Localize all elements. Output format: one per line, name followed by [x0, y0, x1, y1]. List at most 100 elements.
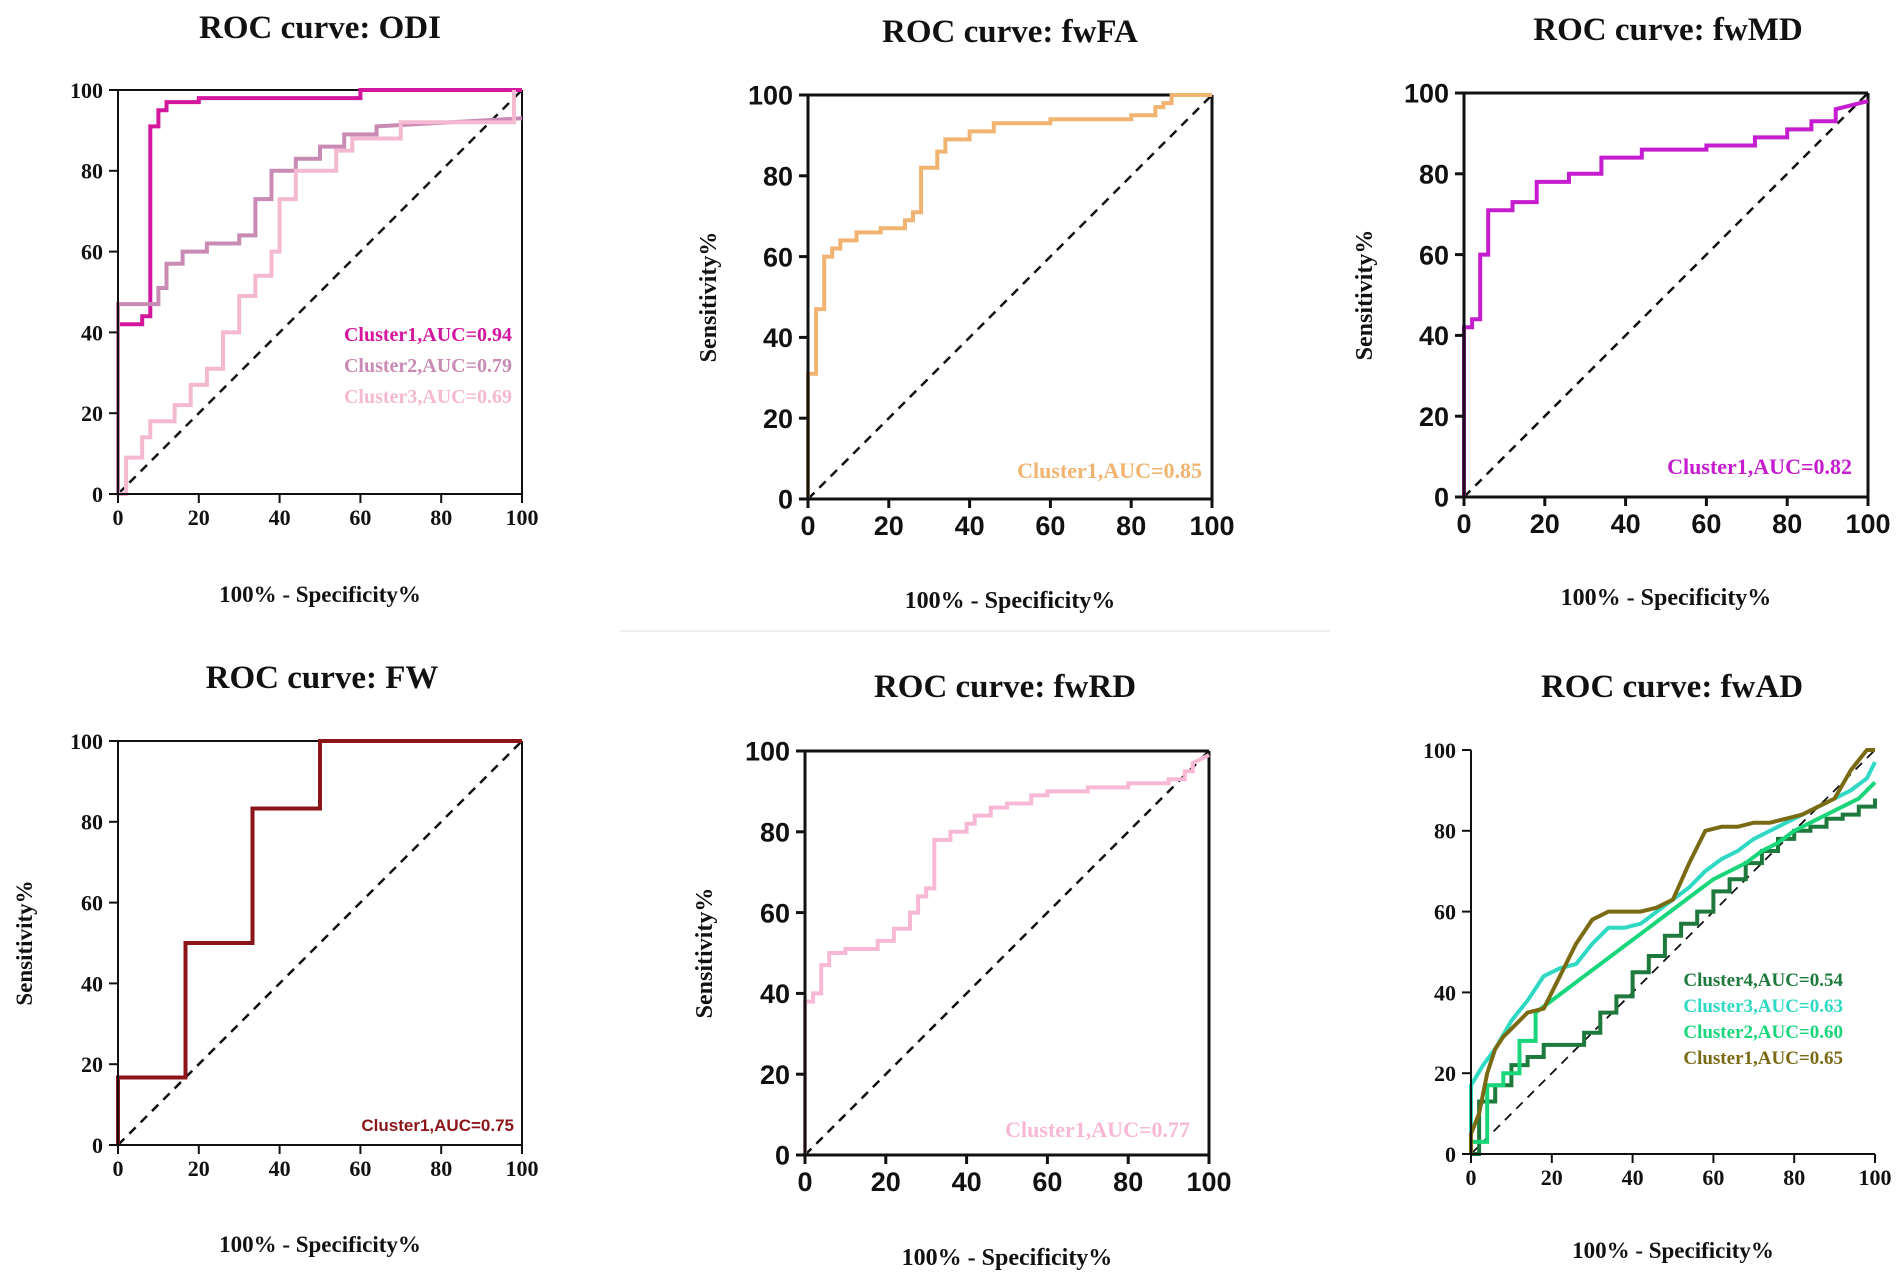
y-axis-label: Sensitivity%: [1352, 230, 1378, 361]
chart-fwad: ROC curve: fwAD 0 20 40 60 80 100 0 20 40 60 80 100 1…: [1423, 669, 1892, 1263]
y-tick-label: 20: [1419, 402, 1449, 432]
legend-entry-2: Cluster2,AUC=0.79: [344, 355, 512, 377]
x-axis-label: 100% - Specificity%: [1572, 1238, 1774, 1263]
x-tick-label: 60: [1702, 1165, 1724, 1190]
y-tick-label: 60: [1434, 900, 1456, 925]
x-tick-label: 100: [1859, 1165, 1892, 1190]
legend-entry-3: Cluster3,AUC=0.69: [344, 386, 512, 408]
y-tick-label: 100: [1404, 79, 1449, 109]
x-tick-label: 20: [874, 511, 904, 541]
x-tick-label: 0: [113, 1156, 124, 1181]
x-tick-label: 80: [430, 505, 452, 530]
legend-entry-1: Cluster4,AUC=0.54: [1683, 970, 1843, 991]
y-tick-label: 0: [92, 1133, 103, 1158]
chart-title: ROC curve: fwRD: [874, 669, 1136, 705]
y-axis-label: Sensitivity%: [12, 880, 37, 1005]
y-tick-label: 100: [70, 729, 103, 754]
x-tick-label: 100: [506, 505, 539, 530]
y-tick-label: 100: [1423, 738, 1456, 763]
y-tick-label: 20: [763, 404, 793, 434]
x-tick-label: 0: [1456, 509, 1471, 539]
reference-diagonal: [804, 750, 1210, 1156]
y-tick-label: 80: [81, 810, 103, 835]
x-tick-label: 60: [349, 505, 371, 530]
y-tick-label: 60: [81, 891, 103, 916]
y-axis-label: Sensitivity%: [692, 888, 718, 1019]
y-tick-label: 60: [1419, 240, 1449, 270]
x-tick-label: 80: [1116, 511, 1146, 541]
x-tick-label: 80: [1783, 1165, 1805, 1190]
y-tick-label: 20: [760, 1060, 790, 1090]
legend-entry-1: Cluster1,AUC=0.94: [344, 324, 512, 346]
x-tick-label: 20: [871, 1167, 901, 1197]
x-tick-label: 20: [1530, 509, 1560, 539]
y-tick-label: 60: [760, 898, 790, 928]
x-axis-label: 100% - Specificity%: [902, 1245, 1113, 1271]
roc-series-line-3: [118, 90, 516, 496]
y-tick-label: 0: [778, 485, 793, 515]
roc-series-line-2: [116, 116, 523, 494]
x-tick-label: 0: [797, 1167, 812, 1197]
y-tick-label: 0: [92, 482, 103, 507]
y-tick-label: 40: [760, 979, 790, 1009]
chart-title: ROC curve: fwMD: [1533, 12, 1802, 48]
y-tick-label: 80: [760, 818, 790, 848]
legend-entry-1: Cluster1,AUC=0.77: [1005, 1117, 1190, 1142]
y-axis-label: Sensitivity%: [696, 232, 722, 363]
x-tick-label: 100: [1845, 509, 1890, 539]
y-tick-label: 80: [1419, 160, 1449, 190]
roc-series-line-1: [806, 93, 1212, 499]
x-tick-label: 0: [113, 505, 124, 530]
chart-fwmd: ROC curve: fwMD 0 20 40 60 80 100 0 20 40 60 80 100 1…: [1352, 12, 1891, 611]
chart-title: ROC curve: fwFA: [882, 14, 1138, 50]
legend-entry-1: Cluster1,AUC=0.75: [361, 1116, 514, 1135]
x-axis-label: 100% - Specificity%: [219, 1232, 421, 1257]
x-tick-label: 0: [800, 511, 815, 541]
chart-title: ROC curve: ODI: [199, 10, 441, 46]
y-tick-label: 0: [1434, 483, 1449, 513]
x-tick-label: 40: [269, 1156, 291, 1181]
x-tick-label: 20: [188, 1156, 210, 1181]
x-tick-label: 20: [188, 505, 210, 530]
x-axis-label: 100% - Specificity%: [1561, 585, 1772, 611]
roc-series-line-1: [1471, 798, 1877, 1156]
roc-series-line-4: [1469, 748, 1875, 1154]
x-tick-label: 40: [1611, 509, 1641, 539]
x-tick-label: 40: [952, 1167, 982, 1197]
legend-entry-4: Cluster1,AUC=0.65: [1683, 1048, 1843, 1069]
legend-entry-1: Cluster1,AUC=0.85: [1017, 458, 1202, 483]
y-tick-label: 40: [81, 971, 103, 996]
y-tick-label: 100: [745, 737, 790, 767]
x-axis-label: 100% - Specificity%: [905, 588, 1116, 614]
chart-odi: ROC curve: ODI 0 20 40 60 80 100 0 20 40 60 80 100 10…: [70, 10, 539, 607]
x-tick-label: 80: [1772, 509, 1802, 539]
legend-entry-3: Cluster2,AUC=0.60: [1683, 1022, 1843, 1043]
roc-series-line-1: [1462, 99, 1869, 497]
y-tick-label: 100: [70, 78, 103, 103]
x-tick-label: 100: [1186, 1167, 1231, 1197]
roc-series-line-1: [116, 88, 522, 494]
x-tick-label: 60: [1691, 509, 1721, 539]
x-tick-label: 40: [1622, 1165, 1644, 1190]
y-tick-label: 60: [763, 242, 793, 272]
roc-series-line-3: [1469, 780, 1877, 1154]
reference-diagonal: [1463, 92, 1869, 498]
chart-title: ROC curve: fwAD: [1541, 669, 1803, 705]
roc-series-line-1: [116, 739, 522, 1145]
legend-entry-1: Cluster1,AUC=0.82: [1667, 454, 1852, 479]
x-tick-label: 20: [1541, 1165, 1563, 1190]
chart-fwfa: ROC curve: fwFA 0 20 40 60 80 100 0 20 40 60 80 100 1…: [696, 14, 1235, 614]
y-tick-label: 100: [748, 81, 793, 111]
chart-title: ROC curve: FW: [206, 660, 439, 696]
y-tick-label: 40: [1419, 321, 1449, 351]
y-tick-label: 40: [81, 320, 103, 345]
x-tick-label: 80: [1113, 1167, 1143, 1197]
x-tick-label: 40: [269, 505, 291, 530]
x-tick-label: 60: [349, 1156, 371, 1181]
y-tick-label: 20: [1434, 1061, 1456, 1086]
y-tick-label: 80: [1434, 819, 1456, 844]
reference-diagonal: [807, 94, 1213, 500]
roc-series-line-1: [803, 753, 1210, 1155]
x-axis-label: 100% - Specificity%: [219, 582, 421, 607]
y-tick-label: 40: [763, 323, 793, 353]
